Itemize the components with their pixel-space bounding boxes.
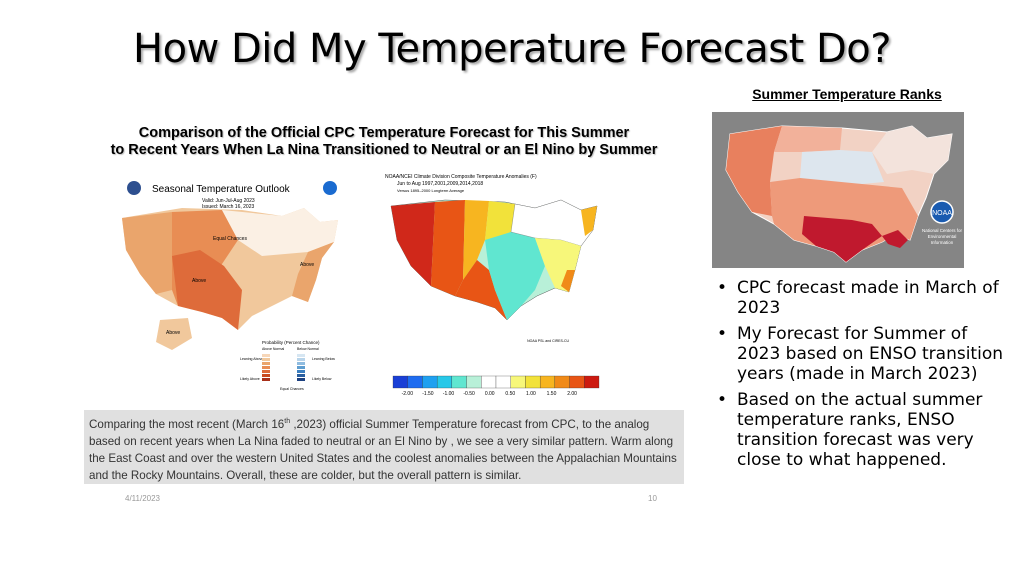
caption-sup: th (284, 418, 291, 425)
scale-swatch (569, 375, 585, 389)
bullet-item: CPC forecast made in March of 2023 (715, 278, 1015, 318)
scale-label: -0.50 (463, 391, 475, 397)
scale-swatch (436, 375, 453, 389)
caption-text-1: Comparing the most recent (March 16 (89, 417, 285, 431)
scale-swatch (495, 375, 511, 389)
legend-ec: Equal Chances (280, 387, 304, 391)
above-label-3: Above (166, 330, 180, 336)
scale-label: 0.50 (505, 391, 515, 397)
legend-likely-below: Likely Below (312, 377, 332, 381)
scale-swatch (510, 375, 526, 389)
noaa-logo-icon (323, 181, 337, 195)
caption-box: Comparing the most recent (March 16th ,2… (84, 410, 684, 484)
scale-swatch (407, 375, 423, 389)
scale-swatch (554, 375, 570, 389)
panel-heading-line2: to Recent Years When La Nina Transitione… (110, 142, 658, 158)
footer-date: 4/11/2023 (125, 494, 160, 503)
ranks-title: Summer Temperature Ranks (752, 86, 942, 102)
color-scale-bar: -2.00 -1.50 -1.00 -0.50 0.00 0.50 1.00 1.50 2.00 (392, 375, 600, 397)
equal-chances-label: Equal Chances (213, 236, 247, 242)
scale-swatch (584, 375, 600, 389)
scale-swatch (392, 375, 408, 389)
analog-credit: NOAA PSL and CIRES-CU (527, 339, 569, 343)
above-label-1: Above (192, 278, 206, 284)
outlook-title: Seasonal Temperature Outlook (152, 184, 291, 195)
outlook-valid: Valid: Jun-Jul-Aug 2023 (202, 198, 255, 204)
scale-label: -1.00 (443, 391, 455, 397)
scale-swatch (466, 375, 482, 389)
legend-title: Probability (Percent Chance) (262, 340, 320, 345)
bullet-item: Based on the actual summer temperature r… (715, 390, 1015, 470)
legend-swatches-below (297, 354, 305, 381)
scale-label: -2.00 (402, 391, 414, 397)
legend-right: Below Normal (297, 347, 319, 351)
slide-title: How Did My Temperature Forecast Do? (133, 26, 891, 72)
panel-heading-line1: Comparison of the Official CPC Temperatu… (138, 125, 630, 141)
scale-label: -1.50 (422, 391, 434, 397)
ranks-map: NOAA National Centers for Environmental … (712, 112, 964, 268)
scale-swatch (481, 375, 497, 389)
scale-label: 0.00 (485, 391, 495, 397)
panel-heading: Comparison of the Official CPC Temperatu… (84, 125, 684, 159)
analog-header-1: NOAA/NCEI Climate Division Composite Tem… (385, 174, 537, 180)
cpc-outlook-map: Seasonal Temperature Outlook Valid: Jun-… (112, 170, 370, 400)
ncei-logo-text-2: Environmental (928, 234, 957, 239)
bullet-item: My Forecast for Summer of 2023 based on … (715, 324, 1015, 384)
equal-chances-text: Equal Chances (213, 236, 247, 242)
footer-page-number: 10 (648, 494, 657, 503)
scale-swatch (525, 375, 541, 389)
outlook-issued: Issued: March 16, 2023 (202, 204, 254, 210)
ncei-logo-icon: NOAA (932, 210, 952, 217)
legend-leaning-above: Leaning Above (240, 357, 263, 361)
above-label-2: Above (300, 262, 314, 268)
scale-label: 1.50 (547, 391, 557, 397)
scale-swatch (422, 375, 438, 389)
scale-label: 2.00 (567, 391, 577, 397)
legend-likely-above: Likely Above (240, 377, 260, 381)
caption-text-2: ,2023) official Summer Temperature forec… (89, 417, 677, 482)
analog-header-2: Jun to Aug 1997,2001,2009,2014,2018 (397, 181, 483, 187)
scale-swatch (451, 375, 467, 389)
scale-label: 1.00 (526, 391, 536, 397)
ncei-logo-text-3: Information (931, 240, 954, 245)
analog-header-3: Versus 1895–2000 Longterm Average (397, 188, 465, 193)
legend-left: Above Normal (262, 347, 284, 351)
bullet-list: CPC forecast made in March of 2023 My Fo… (715, 278, 1015, 476)
scale-swatch (539, 375, 556, 389)
analog-composite-map: NOAA/NCEI Climate Division Composite Tem… (385, 170, 605, 400)
ncei-logo-text: National Centers for (922, 228, 963, 233)
legend-swatches-above (262, 354, 270, 381)
doc-seal-icon (127, 181, 141, 195)
legend-leaning-below: Leaning Below (312, 357, 335, 361)
